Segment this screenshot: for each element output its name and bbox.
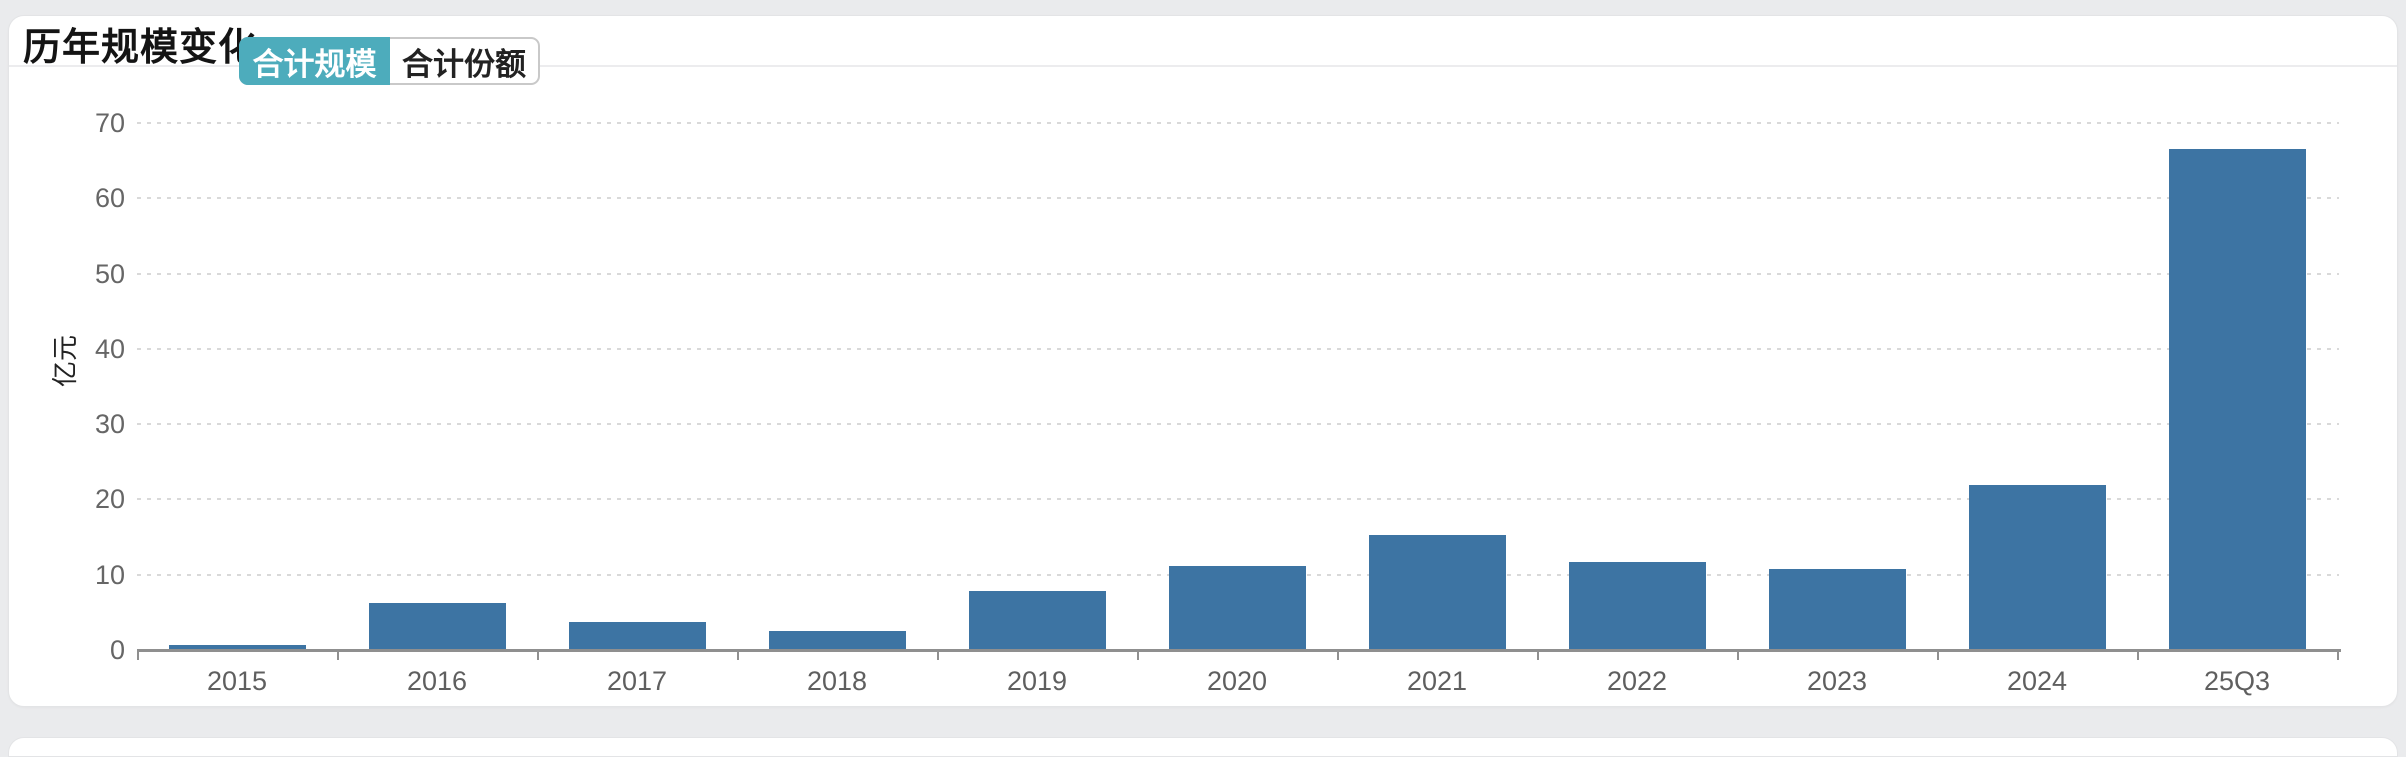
x-axis-tick	[937, 651, 939, 660]
bar-2022[interactable]	[1568, 561, 1706, 650]
gridline-20	[137, 498, 2339, 501]
x-axis-tick	[1137, 651, 1139, 660]
y-axis-tick-30: 30	[94, 409, 125, 440]
bar-2024[interactable]	[1968, 485, 2106, 650]
bar-2015[interactable]	[168, 644, 306, 650]
gridline-50	[137, 272, 2339, 275]
bar-2023[interactable]	[1768, 568, 1906, 650]
gridline-60	[137, 197, 2339, 200]
x-axis-label-2024: 2024	[2006, 666, 2068, 696]
bar-2019[interactable]	[968, 591, 1106, 650]
bar-2020[interactable]	[1168, 565, 1306, 650]
bar-2016[interactable]	[368, 603, 506, 650]
x-axis-tick	[1337, 651, 1339, 660]
tab-total-share[interactable]: 合计份额	[402, 46, 526, 82]
x-axis-tick	[2337, 651, 2339, 660]
chart-card: 历年规模变化 合计规模 合计份额 亿元 0 10 20 30 40 50 60 70 2015 2…	[8, 15, 2398, 707]
x-axis-line	[137, 648, 2341, 652]
x-axis-tick	[537, 651, 539, 660]
page: { "header": { "title": "历年规模变化", "tabs":…	[8, 15, 2398, 757]
bar-25Q3[interactable]	[2168, 149, 2306, 650]
x-axis-tick	[1737, 651, 1739, 660]
bar-2018[interactable]	[768, 631, 906, 650]
next-card-top-edge	[8, 737, 2398, 757]
x-axis-label-2017: 2017	[606, 666, 668, 696]
x-axis-tick	[2137, 651, 2139, 660]
x-axis-label-2019: 2019	[1006, 666, 1068, 696]
gridline-70	[137, 122, 2339, 124]
x-axis-label-2020: 2020	[1206, 666, 1268, 696]
x-axis-label-2022: 2022	[1606, 666, 1668, 696]
bar-chart: 亿元 0 10 20 30 40 50 60 70 2015 2016 2017 2018 2019 20…	[9, 16, 2397, 706]
x-axis-label-2015: 2015	[206, 666, 268, 696]
scale-share-tab-group: 合计规模 合计份额	[239, 37, 540, 85]
x-axis-tick	[337, 651, 339, 660]
x-axis-label-2023: 2023	[1806, 666, 1868, 696]
x-axis-label-2021: 2021	[1406, 666, 1468, 696]
gridline-30	[137, 423, 2339, 426]
gridline-40	[137, 347, 2339, 350]
y-axis-tick-0: 0	[109, 635, 125, 665]
x-axis-tick	[1537, 651, 1539, 660]
y-axis-tick-10: 10	[94, 559, 125, 590]
page-title: 历年规模变化	[23, 27, 258, 69]
bar-2021[interactable]	[1368, 534, 1506, 650]
bar-2017[interactable]	[568, 622, 706, 650]
x-axis-tick	[1937, 651, 1939, 660]
header-divider	[9, 65, 2397, 67]
x-axis-label-25Q3: 25Q3	[2203, 666, 2271, 696]
y-axis-tick-60: 60	[94, 183, 125, 214]
y-axis-tick-40: 40	[94, 333, 125, 364]
y-axis-tick-70: 70	[94, 108, 125, 138]
x-axis-tick	[737, 651, 739, 660]
card-header: 历年规模变化 合计规模 合计份额	[9, 16, 2397, 106]
x-axis-label-2018: 2018	[806, 666, 868, 696]
tab-total-scale[interactable]: 合计规模	[239, 37, 390, 85]
x-axis-tick	[137, 651, 139, 660]
x-axis-label-2016: 2016	[406, 666, 468, 696]
y-axis-tick-20: 20	[94, 484, 125, 515]
y-axis-tick-50: 50	[94, 258, 125, 289]
